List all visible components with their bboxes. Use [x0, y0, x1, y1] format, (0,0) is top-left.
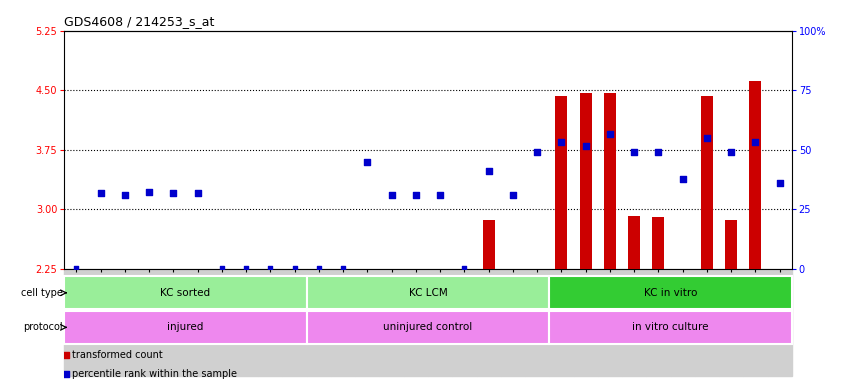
- Text: KC in vitro: KC in vitro: [644, 288, 698, 298]
- Point: [627, 149, 641, 155]
- Point: [256, 134, 270, 140]
- Text: injured: injured: [167, 322, 204, 333]
- Bar: [749, 81, 762, 269]
- Bar: [501, 269, 525, 376]
- Point: [651, 149, 665, 155]
- Bar: [483, 220, 495, 269]
- Bar: [306, 311, 550, 344]
- Bar: [597, 269, 622, 376]
- Point: [773, 180, 787, 186]
- Bar: [550, 269, 574, 376]
- Point: [288, 265, 301, 271]
- Bar: [379, 269, 404, 376]
- Point: [312, 265, 325, 271]
- Point: [748, 139, 762, 145]
- Bar: [210, 269, 234, 376]
- Text: KC LCM: KC LCM: [408, 288, 448, 298]
- Bar: [234, 269, 259, 376]
- Bar: [428, 269, 452, 376]
- Point: [724, 149, 738, 155]
- Bar: [725, 220, 737, 269]
- Bar: [113, 269, 137, 376]
- Point: [579, 143, 592, 149]
- Bar: [580, 93, 591, 269]
- Point: [215, 265, 229, 271]
- Bar: [64, 269, 88, 376]
- Bar: [652, 217, 664, 269]
- Point: [384, 192, 398, 198]
- Text: uninjured control: uninjured control: [383, 322, 473, 333]
- Bar: [525, 269, 550, 376]
- Text: KC sorted: KC sorted: [160, 288, 211, 298]
- Text: in vitro culture: in vitro culture: [633, 322, 709, 333]
- Point: [239, 265, 253, 271]
- Point: [700, 135, 714, 141]
- Point: [530, 149, 544, 155]
- Bar: [355, 269, 379, 376]
- Point: [93, 190, 108, 197]
- Bar: [695, 269, 719, 376]
- Bar: [259, 269, 282, 376]
- Point: [506, 192, 520, 198]
- Bar: [603, 93, 616, 269]
- Point: [191, 190, 205, 197]
- Text: protocol: protocol: [23, 322, 63, 333]
- Bar: [282, 269, 306, 376]
- Point: [118, 192, 132, 198]
- Bar: [452, 269, 477, 376]
- Text: cell type: cell type: [21, 288, 63, 298]
- Bar: [64, 276, 306, 309]
- Point: [69, 265, 83, 271]
- Bar: [477, 269, 501, 376]
- Point: [264, 265, 277, 271]
- Bar: [161, 269, 186, 376]
- Point: [457, 265, 471, 271]
- Point: [256, 303, 270, 310]
- Point: [675, 176, 689, 182]
- Point: [409, 192, 423, 198]
- Bar: [186, 269, 210, 376]
- Point: [433, 192, 447, 198]
- Point: [166, 190, 180, 196]
- Text: GDS4608 / 214253_s_at: GDS4608 / 214253_s_at: [64, 15, 215, 28]
- Bar: [64, 311, 306, 344]
- Bar: [306, 269, 331, 376]
- Bar: [137, 269, 161, 376]
- Bar: [670, 269, 695, 376]
- Bar: [550, 311, 792, 344]
- Point: [142, 189, 156, 195]
- Text: transformed count: transformed count: [72, 350, 163, 360]
- Bar: [331, 269, 355, 376]
- Bar: [719, 269, 743, 376]
- Point: [336, 265, 350, 271]
- Bar: [550, 276, 792, 309]
- Text: percentile rank within the sample: percentile rank within the sample: [72, 369, 237, 379]
- Bar: [556, 96, 568, 269]
- Bar: [404, 269, 428, 376]
- Bar: [306, 276, 550, 309]
- Bar: [646, 269, 670, 376]
- Point: [360, 159, 374, 165]
- Bar: [628, 216, 640, 269]
- Point: [555, 139, 568, 145]
- Bar: [743, 269, 768, 376]
- Point: [603, 131, 616, 137]
- Bar: [701, 96, 713, 269]
- Bar: [88, 269, 113, 376]
- Bar: [768, 269, 792, 376]
- Point: [482, 168, 496, 174]
- Bar: [622, 269, 646, 376]
- Bar: [574, 269, 597, 376]
